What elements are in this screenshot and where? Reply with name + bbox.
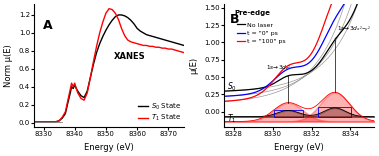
X-axis label: Energy (eV): Energy (eV) xyxy=(274,143,324,152)
Text: $S_0$: $S_0$ xyxy=(227,81,237,93)
Text: Pre-edge: Pre-edge xyxy=(235,10,271,16)
Bar xyxy=(318,107,351,117)
Text: t = "0" ps: t = "0" ps xyxy=(247,31,278,36)
Bar xyxy=(274,110,303,117)
Legend: $S_0$ State, $T_1$ State: $S_0$ State, $T_1$ State xyxy=(135,99,183,126)
Text: A: A xyxy=(43,19,53,32)
Text: XANES: XANES xyxy=(114,52,145,61)
Text: $1s{\!\to\!}3d_{x^2\!-\!y^2}$: $1s{\!\to\!}3d_{x^2\!-\!y^2}$ xyxy=(335,24,371,38)
Y-axis label: Norm μ(E): Norm μ(E) xyxy=(4,44,13,87)
Text: t = "100" ps: t = "100" ps xyxy=(247,39,285,44)
Text: B: B xyxy=(230,13,240,26)
Text: No laser: No laser xyxy=(247,22,273,27)
Text: $T_1$: $T_1$ xyxy=(227,112,236,125)
Y-axis label: μ(E): μ(E) xyxy=(190,57,199,74)
Text: $1s{\!\to\!}3d_{z^2}$: $1s{\!\to\!}3d_{z^2}$ xyxy=(266,63,291,77)
X-axis label: Energy (eV): Energy (eV) xyxy=(84,143,134,152)
